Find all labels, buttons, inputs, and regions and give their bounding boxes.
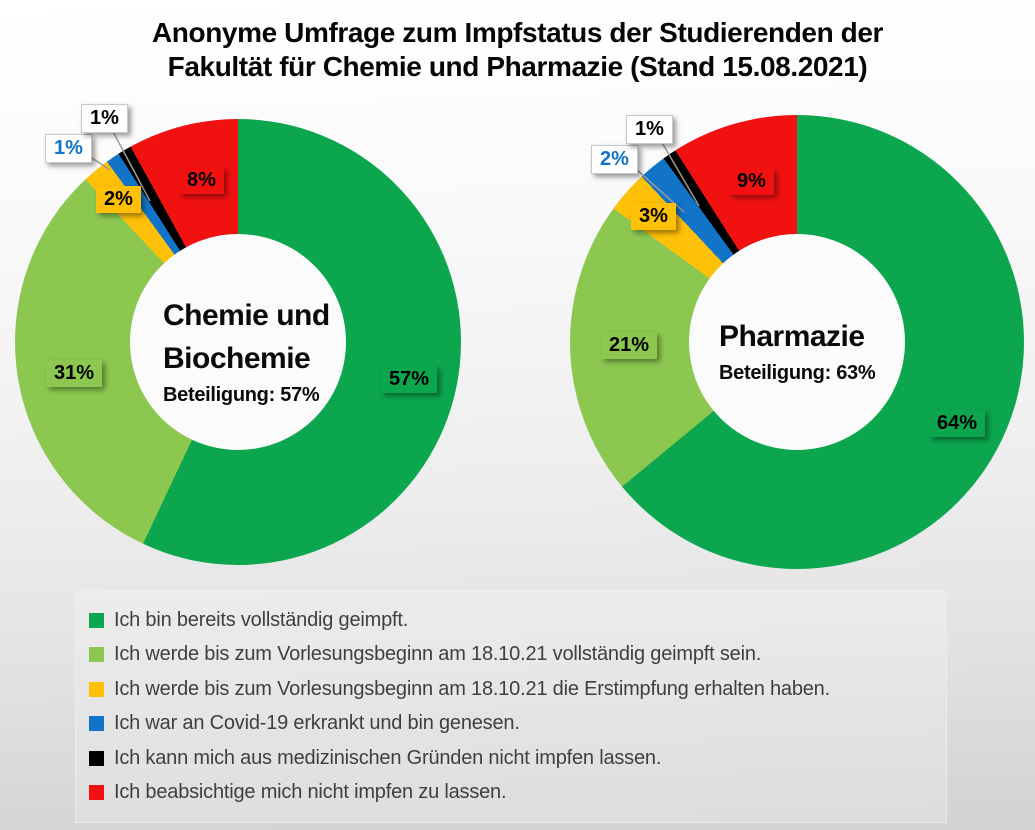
slice-label-3pct: 3% [631,203,676,230]
donut-chart-chemie-biochemie [15,119,461,565]
legend-swatch-black-icon [89,750,104,766]
slice-label-2pct: 2% [96,186,141,213]
page-title-line2: Fakultät für Chemie und Pharmazie (Stand… [167,51,868,82]
slice-label-9pct: 9% [729,168,774,195]
legend-label: Ich werde bis zum Vorlesungsbeginn am 18… [114,677,830,700]
slice-label-1pct-blue: 1% [45,134,92,163]
legend-swatch-yellow-icon [89,681,104,697]
legend-label: Ich beabsichtige mich nicht impfen zu la… [114,781,507,804]
chart-legend: Ich bin bereits vollständig geimpft. Ich… [75,590,947,823]
donut-hole [689,234,905,450]
legend-label: Ich kann mich aus medizinischen Gründen … [114,746,662,769]
page-title-line1: Anonyme Umfrage zum Impfstatus der Studi… [151,17,884,48]
legend-item-fully-by-semester: Ich werde bis zum Vorlesungsbeginn am 18… [89,643,940,666]
legend-swatch-lightgreen-icon [89,647,104,663]
legend-swatch-green-icon [89,612,104,628]
donut-hole [130,234,346,450]
donut-center-title: Pharmazie [719,320,865,353]
legend-item-medical-exemption: Ich kann mich aus medizinischen Gründen … [89,747,940,770]
donut-center-subtitle: Beteiligung: 57% [163,384,320,406]
legend-label: Ich war an Covid-19 erkrankt und bin gen… [114,712,520,735]
slice-label-57pct: 57% [381,366,438,393]
legend-swatch-blue-icon [89,716,104,732]
slice-label-64pct: 64% [929,410,986,437]
donut-center-text-chemie: Chemie und Biochemie Beteiligung: 57% [163,294,330,407]
donut-center-text-pharmazie: Pharmazie Beteiligung: 63% [719,315,876,385]
legend-label: Ich bin bereits vollständig geimpft. [114,608,409,631]
slice-label-1pct-black: 1% [81,104,128,133]
slice-label-21pct: 21% [601,332,658,359]
slice-label-2pct-blue: 2% [591,145,638,174]
legend-swatch-red-icon [89,785,104,801]
donut-center-subtitle: Beteiligung: 63% [719,362,876,384]
donut-center-title: Chemie und Biochemie [163,299,330,375]
slice-label-31pct: 31% [46,360,103,387]
legend-item-recovered: Ich war an Covid-19 erkrankt und bin gen… [89,712,940,735]
slice-label-1pct-black: 1% [626,115,673,144]
legend-item-first-dose-by-semester: Ich werde bis zum Vorlesungsbeginn am 18… [89,678,940,701]
page-title: Anonyme Umfrage zum Impfstatus der Studi… [0,16,1035,84]
slice-label-8pct: 8% [179,167,224,194]
legend-item-no-vaccination: Ich beabsichtige mich nicht impfen zu la… [89,781,940,804]
legend-item-fully-vaccinated: Ich bin bereits vollständig geimpft. [89,609,940,632]
legend-label: Ich werde bis zum Vorlesungsbeginn am 18… [114,643,762,666]
